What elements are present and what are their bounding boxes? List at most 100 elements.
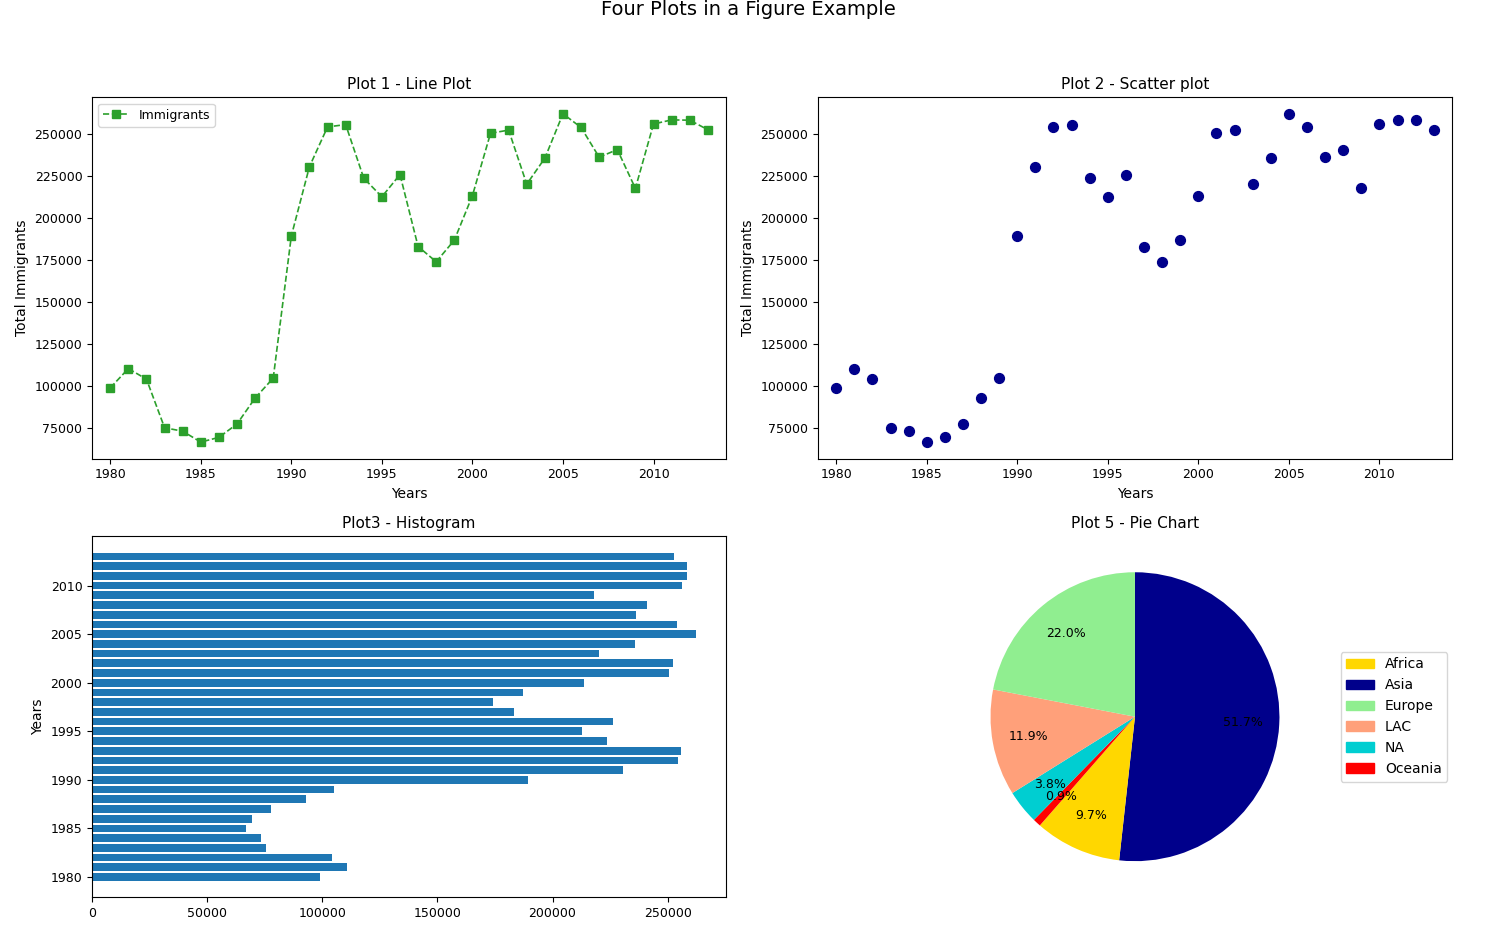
- Immigrants: [138, 374, 156, 385]
- Text: Four Plots in a Figure Example: Four Plots in a Figure Example: [602, 0, 895, 19]
- Bar: [93, 785, 334, 794]
- Immigrants: [301, 161, 319, 172]
- Point: [1295, 120, 1319, 135]
- Point: [1331, 142, 1355, 157]
- Immigrants: [590, 151, 608, 163]
- Point: [1386, 112, 1410, 127]
- Title: Plot3 - Histogram: Plot3 - Histogram: [343, 516, 476, 531]
- Bar: [93, 708, 513, 715]
- Title: Plot 1 - Line Plot: Plot 1 - Line Plot: [347, 77, 472, 92]
- Line: Immigrants: Immigrants: [106, 109, 713, 446]
- Text: 22.0%: 22.0%: [1046, 626, 1085, 640]
- Bar: [93, 825, 246, 832]
- Point: [1060, 117, 1084, 132]
- Bar: [93, 727, 582, 735]
- Text: 11.9%: 11.9%: [1009, 730, 1048, 743]
- Point: [1313, 150, 1337, 165]
- Point: [1042, 120, 1066, 135]
- Bar: [93, 621, 677, 628]
- Point: [1078, 171, 1102, 186]
- Title: Plot 2 - Scatter plot: Plot 2 - Scatter plot: [1061, 77, 1210, 92]
- Point: [933, 430, 957, 445]
- Point: [1024, 159, 1048, 174]
- Point: [1006, 228, 1030, 243]
- Bar: [93, 601, 647, 609]
- Immigrants: [409, 241, 427, 252]
- Point: [1150, 254, 1174, 269]
- Y-axis label: Total Immigrants: Total Immigrants: [741, 220, 754, 337]
- Point: [1241, 177, 1265, 192]
- Wedge shape: [991, 689, 1135, 793]
- Immigrants: [120, 363, 138, 374]
- Immigrants: [681, 115, 699, 126]
- Bar: [93, 650, 599, 657]
- Point: [1367, 117, 1391, 132]
- Point: [1277, 107, 1301, 122]
- Bar: [93, 873, 320, 881]
- Immigrants: [554, 108, 572, 120]
- Immigrants: [645, 119, 663, 130]
- X-axis label: Years: Years: [1117, 487, 1153, 501]
- Immigrants: [482, 128, 500, 139]
- Text: 0.9%: 0.9%: [1045, 790, 1078, 803]
- Immigrants: [427, 256, 445, 267]
- Immigrants: [699, 124, 717, 136]
- Immigrants: [500, 124, 518, 136]
- Text: 3.8%: 3.8%: [1034, 778, 1066, 791]
- Immigrants: [192, 437, 210, 448]
- Point: [861, 372, 885, 387]
- Bar: [93, 582, 681, 589]
- Bar: [93, 747, 681, 755]
- Bar: [93, 611, 636, 619]
- Bar: [93, 844, 265, 852]
- Point: [1349, 180, 1373, 195]
- Point: [1132, 239, 1156, 254]
- Immigrants: [663, 114, 681, 125]
- Y-axis label: Years: Years: [31, 698, 45, 735]
- Point: [1422, 122, 1446, 137]
- Immigrants: [572, 122, 590, 133]
- Bar: [93, 698, 493, 706]
- Bar: [93, 796, 307, 803]
- Wedge shape: [993, 572, 1135, 717]
- Point: [897, 424, 921, 439]
- Immigrants: [337, 119, 355, 130]
- Immigrants: [445, 235, 463, 246]
- Point: [1205, 126, 1229, 141]
- Immigrants: [373, 191, 391, 202]
- Point: [1259, 151, 1283, 165]
- Point: [1187, 188, 1211, 203]
- Point: [915, 435, 939, 450]
- Y-axis label: Total Immigrants: Total Immigrants: [15, 220, 28, 337]
- Bar: [93, 834, 260, 842]
- Point: [1114, 167, 1138, 182]
- Bar: [93, 814, 253, 823]
- Immigrants: [102, 382, 120, 394]
- Point: [1404, 113, 1428, 128]
- Immigrants: [265, 372, 283, 383]
- Wedge shape: [1012, 717, 1135, 820]
- Immigrants: [210, 432, 228, 443]
- Bar: [93, 767, 623, 774]
- Bar: [93, 718, 612, 726]
- Wedge shape: [1120, 572, 1280, 861]
- Bar: [93, 592, 594, 599]
- Immigrants: [174, 425, 192, 437]
- Bar: [93, 630, 696, 638]
- Bar: [93, 737, 608, 745]
- Immigrants: [156, 422, 174, 433]
- Immigrants: [626, 182, 644, 194]
- Immigrants: [518, 179, 536, 190]
- Immigrants: [355, 173, 373, 184]
- Immigrants: [319, 122, 337, 133]
- Legend: Immigrants: Immigrants: [99, 104, 216, 126]
- Title: Plot 5 - Pie Chart: Plot 5 - Pie Chart: [1070, 516, 1199, 531]
- Legend: Africa, Asia, Europe, LAC, NA, Oceania: Africa, Asia, Europe, LAC, NA, Oceania: [1340, 652, 1448, 782]
- Bar: [93, 863, 347, 871]
- Immigrants: [228, 418, 246, 429]
- Point: [825, 381, 849, 396]
- Immigrants: [608, 144, 626, 155]
- Immigrants: [536, 152, 554, 164]
- Point: [969, 391, 993, 406]
- Point: [987, 370, 1010, 385]
